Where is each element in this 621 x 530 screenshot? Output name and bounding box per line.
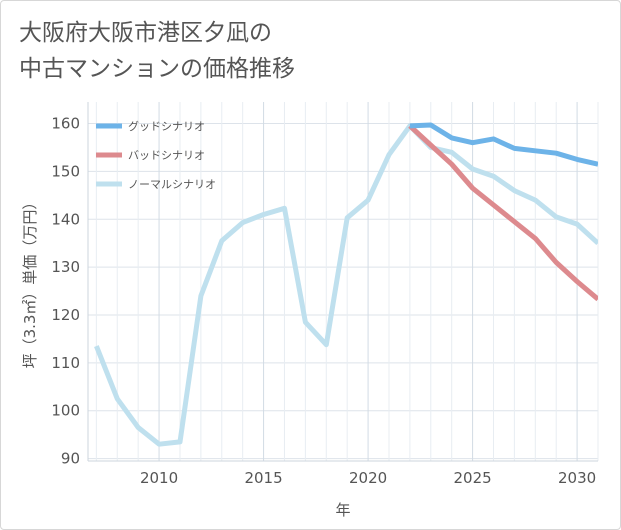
x-tick-label: 2020 [349, 469, 387, 487]
y-tick-label: 90 [61, 450, 80, 468]
legend-label: バッドシナリオ [128, 149, 205, 162]
chart-title: 大阪府大阪市港区夕凪の 中古マンションの価格推移 [19, 15, 295, 87]
x-tick-label: 2030 [558, 469, 596, 487]
y-axis-title: 坪（3.3㎡）単価（万円） [21, 195, 39, 369]
series-line [409, 122, 598, 167]
y-tick-label: 120 [51, 306, 80, 324]
chart-title-line2: 中古マンションの価格推移 [19, 56, 295, 82]
y-tick-label: 160 [51, 115, 80, 133]
y-tick-label: 110 [51, 354, 80, 372]
y-tick-label: 100 [51, 402, 80, 420]
x-tick-label: 2015 [244, 469, 282, 487]
plot-area [88, 102, 598, 461]
y-tick-label: 130 [51, 258, 80, 276]
y-tick-label: 150 [51, 162, 80, 180]
x-axis-title: 年 [335, 501, 350, 519]
x-tick-label: 2010 [140, 469, 178, 487]
series-group [94, 122, 598, 447]
series-line [94, 123, 598, 447]
series-line [408, 124, 598, 302]
legend-label: ノーマルシナリオ [128, 178, 216, 191]
y-tick-label: 140 [51, 210, 80, 228]
x-tick-label: 2025 [453, 469, 491, 487]
chart-title-line1: 大阪府大阪市港区夕凪の [19, 20, 272, 46]
legend-label: グッドシナリオ [128, 119, 205, 133]
